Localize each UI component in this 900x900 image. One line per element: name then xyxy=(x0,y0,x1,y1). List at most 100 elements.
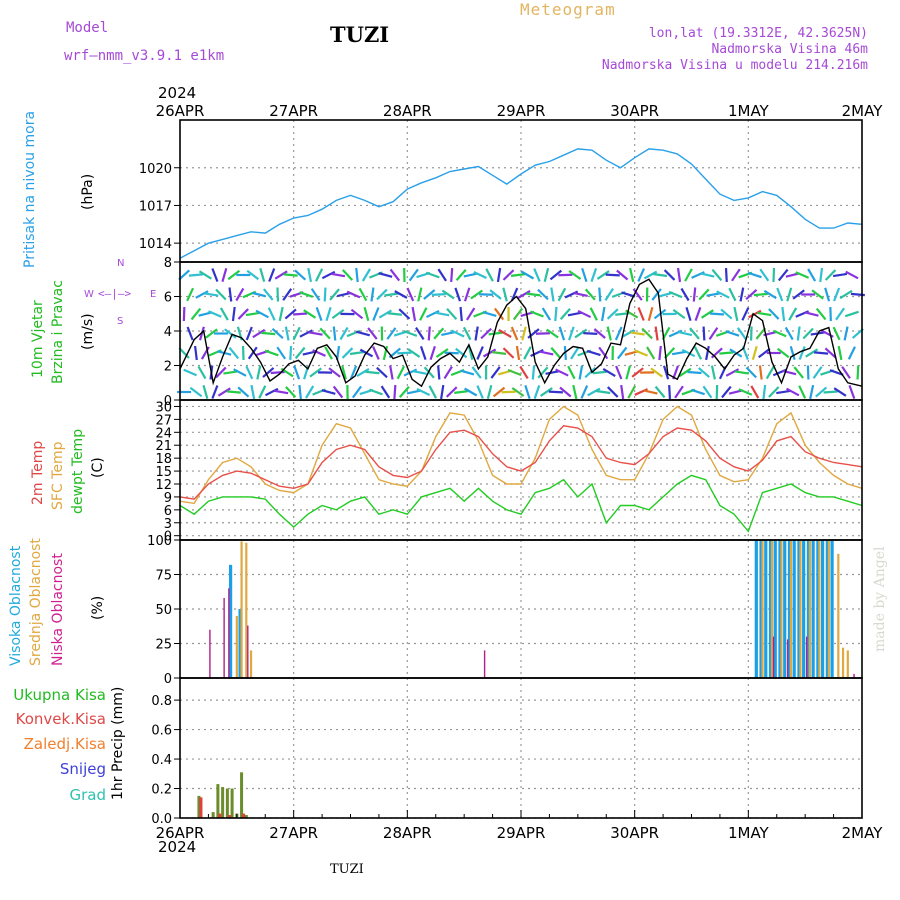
wind-arrow xyxy=(482,311,497,317)
precip-legend-snow: Snijeg xyxy=(59,760,106,778)
wind-arrow xyxy=(331,308,345,320)
wind-arrow xyxy=(530,310,544,318)
wind-arrow xyxy=(332,326,337,341)
wind-arrow xyxy=(419,307,428,321)
mid-cloud-bar xyxy=(837,553,840,678)
wind-arrow xyxy=(476,346,484,360)
wind-arrow xyxy=(464,387,478,397)
wind-arrow xyxy=(303,309,317,319)
wind-arrow xyxy=(293,312,308,316)
wind-arrow xyxy=(485,268,494,282)
wind-arrow xyxy=(668,384,672,400)
wind-arrow xyxy=(798,346,806,360)
wind-arrow xyxy=(809,384,815,400)
date-tick-top: 2MAY xyxy=(842,102,884,120)
wind-arrow xyxy=(762,384,767,400)
wind-arrow xyxy=(325,306,332,322)
wind-arrow xyxy=(843,326,849,341)
y-tick-label: 0.0 xyxy=(151,812,172,827)
wind-arrow xyxy=(550,287,555,302)
wind-arrow xyxy=(321,389,336,395)
y-tick-label: 18 xyxy=(155,452,172,467)
wind-arrow xyxy=(739,287,745,302)
wind-arrow xyxy=(271,327,284,340)
precip-total-bar xyxy=(221,787,225,818)
model-label: Model xyxy=(66,20,109,36)
wind-arrow xyxy=(308,331,323,336)
precip-total-bar xyxy=(244,815,248,818)
wind-arrow xyxy=(581,268,588,282)
wind-arrow xyxy=(329,288,340,301)
wind-arrow xyxy=(323,287,327,302)
wind-arrow xyxy=(598,287,602,302)
wind-arrow xyxy=(543,267,550,283)
low-cloud-bar xyxy=(247,625,249,678)
wind-arrow xyxy=(802,327,814,340)
wind-arrow xyxy=(676,267,682,283)
wind-arrow xyxy=(725,330,740,337)
high-cloud-bar xyxy=(238,609,242,678)
wind-arrow xyxy=(339,326,349,341)
high-cloud-bar xyxy=(778,540,782,678)
wind-arrow xyxy=(672,308,686,320)
wind-arrow xyxy=(276,346,287,360)
wind-arrow xyxy=(824,269,837,281)
low-cloud-bar xyxy=(805,636,808,678)
wind-arrow xyxy=(680,287,690,302)
wind-arrow xyxy=(283,273,298,277)
wind-arrow xyxy=(615,312,630,316)
wind-arrow xyxy=(480,327,492,340)
wind-arrow xyxy=(415,327,425,340)
wind-arrow xyxy=(687,370,702,375)
wind-arrow xyxy=(815,386,828,398)
wind-arrow xyxy=(736,327,747,340)
wind-arrow xyxy=(796,326,801,341)
wind-arrow xyxy=(312,349,326,357)
precip-total-bar xyxy=(216,784,220,818)
wind-arrow xyxy=(692,287,697,302)
wind-arrow xyxy=(590,268,598,282)
wind-arrow xyxy=(792,289,805,300)
wind-arrow xyxy=(605,273,620,277)
date-tick-top: 26APR xyxy=(156,102,205,120)
low-cloud-bar xyxy=(209,629,211,678)
wind-arrow xyxy=(654,385,666,399)
wind-arrow xyxy=(423,289,436,300)
wind-arrow xyxy=(250,384,256,400)
wind-arrow xyxy=(671,350,687,356)
wind-arrow xyxy=(294,269,307,281)
wind-arrow xyxy=(408,268,419,282)
wind-arrow xyxy=(412,370,427,375)
y-tick-label: 6 xyxy=(164,291,172,306)
wind-arrow xyxy=(606,308,619,320)
wind-arrow xyxy=(592,370,607,375)
wind-arrow xyxy=(492,386,506,398)
wind-arrow xyxy=(235,287,245,302)
precip-conv-bar xyxy=(227,815,231,818)
wind-arrow xyxy=(467,345,474,361)
wind-arrow xyxy=(270,370,285,375)
date-tick-bottom: 28APR xyxy=(383,824,432,842)
wind-arrow xyxy=(793,366,804,379)
high-cloud-bar xyxy=(797,540,801,678)
wind-arrow xyxy=(668,290,683,299)
precip-conv-bar xyxy=(242,813,246,818)
wind-arrow xyxy=(841,366,851,379)
wind-arrow xyxy=(217,387,231,397)
date-tick-bottom: 29APR xyxy=(497,824,546,842)
wind-arrow xyxy=(519,365,529,380)
model-elevation-text: Nadmorska Visina u modelu 214.216m xyxy=(601,58,868,73)
wind-arrow xyxy=(650,367,663,378)
wind-arrow xyxy=(845,270,859,280)
wind-arrow xyxy=(527,328,540,339)
wind-arrow xyxy=(758,347,771,359)
wind-arrow xyxy=(435,311,450,317)
wind-arrow xyxy=(651,288,662,301)
wind-arrow xyxy=(512,307,524,321)
wind-arrow xyxy=(256,365,262,380)
wind-arrow xyxy=(282,288,293,301)
wind-arrow xyxy=(606,326,612,341)
wind-arrow xyxy=(294,346,306,360)
mid-cloud-bar xyxy=(249,650,253,678)
wind-arrow xyxy=(521,326,527,341)
